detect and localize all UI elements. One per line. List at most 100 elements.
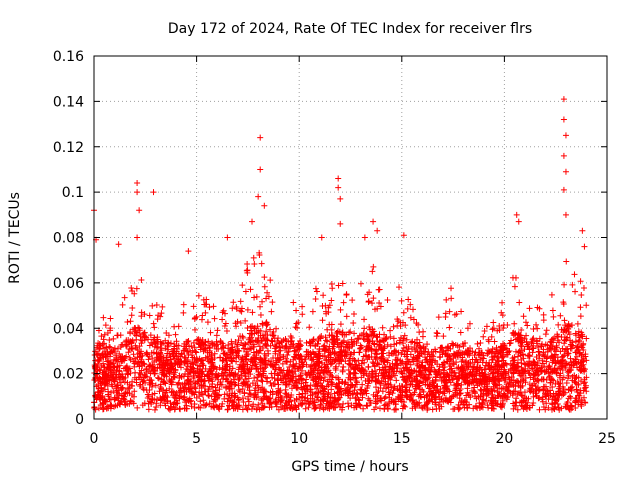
data-point: [491, 338, 498, 345]
data-point: [328, 403, 335, 410]
data-point: [329, 380, 336, 387]
data-point: [260, 370, 267, 377]
data-point: [545, 404, 552, 411]
data-point: [376, 341, 383, 348]
data-point: [258, 260, 265, 267]
data-point: [297, 338, 304, 345]
data-point: [122, 398, 129, 405]
data-point: [217, 354, 224, 361]
data-point: [213, 332, 220, 339]
data-point: [540, 404, 547, 411]
data-point: [577, 304, 584, 311]
data-point: [555, 321, 562, 328]
data-point: [347, 384, 354, 391]
data-point: [366, 397, 373, 404]
data-point: [405, 369, 412, 376]
data-point: [241, 366, 248, 373]
data-point: [370, 295, 377, 302]
data-point: [386, 352, 393, 359]
data-point: [330, 397, 337, 404]
data-point: [526, 358, 533, 365]
data-point: [420, 388, 427, 395]
data-point: [551, 354, 558, 361]
data-point: [312, 390, 319, 397]
x-tick-label: 5: [192, 431, 201, 447]
data-point: [496, 381, 503, 388]
data-point: [202, 354, 209, 361]
data-point: [95, 385, 102, 392]
data-point: [489, 388, 496, 395]
data-point: [543, 355, 550, 362]
data-point: [193, 313, 200, 320]
data-point: [510, 362, 517, 369]
data-point: [156, 388, 163, 395]
data-point: [561, 317, 568, 324]
data-point: [500, 322, 507, 329]
data-point: [452, 387, 459, 394]
data-point: [447, 356, 454, 363]
data-point: [242, 376, 249, 383]
data-point: [480, 391, 487, 398]
data-point: [500, 362, 507, 369]
data-point: [287, 338, 294, 345]
data-point: [244, 406, 251, 413]
data-point: [475, 350, 482, 357]
data-point: [435, 314, 442, 321]
peak-points: [91, 96, 588, 255]
data-point: [419, 333, 426, 340]
data-point: [382, 378, 389, 385]
peak-point: [513, 211, 520, 218]
data-point: [197, 336, 204, 343]
data-point: [573, 332, 580, 339]
data-point: [503, 351, 510, 358]
data-point: [402, 384, 409, 391]
data-point: [265, 350, 272, 357]
data-point: [155, 356, 162, 363]
data-point: [102, 322, 109, 329]
x-tick-label: 20: [495, 431, 513, 447]
peak-point: [185, 248, 192, 255]
data-point: [558, 354, 565, 361]
data-point: [554, 333, 561, 340]
data-point: [302, 355, 309, 362]
data-point: [224, 378, 231, 385]
data-point: [495, 353, 502, 360]
data-point: [246, 387, 253, 394]
data-point: [458, 372, 465, 379]
data-point: [478, 366, 485, 373]
y-axis-label: ROTI / TECUs: [7, 192, 23, 284]
data-point: [98, 384, 105, 391]
data-point: [99, 351, 106, 358]
data-point: [454, 392, 461, 399]
data-point: [100, 364, 107, 371]
data-point: [167, 400, 174, 407]
data-point: [157, 339, 164, 346]
data-point: [422, 381, 429, 388]
data-point: [180, 309, 187, 316]
data-point: [384, 297, 391, 304]
data-point: [193, 394, 200, 401]
data-point: [508, 337, 515, 344]
data-point: [110, 335, 117, 342]
data-point: [376, 286, 383, 293]
data-point: [560, 385, 567, 392]
data-point: [511, 330, 518, 337]
data-point: [433, 383, 440, 390]
data-point: [92, 365, 99, 372]
data-point: [332, 365, 339, 372]
data-point: [168, 375, 175, 382]
data-point: [393, 361, 400, 368]
data-point: [550, 405, 557, 412]
data-point: [253, 348, 260, 355]
data-point: [499, 299, 506, 306]
data-point: [429, 406, 436, 413]
data-point: [334, 330, 341, 337]
data-point: [420, 344, 427, 351]
data-point: [293, 307, 300, 314]
data-point: [516, 389, 523, 396]
data-point: [461, 378, 468, 385]
data-point: [187, 398, 194, 405]
data-point: [418, 362, 425, 369]
data-point: [576, 350, 583, 357]
data-point: [192, 385, 199, 392]
